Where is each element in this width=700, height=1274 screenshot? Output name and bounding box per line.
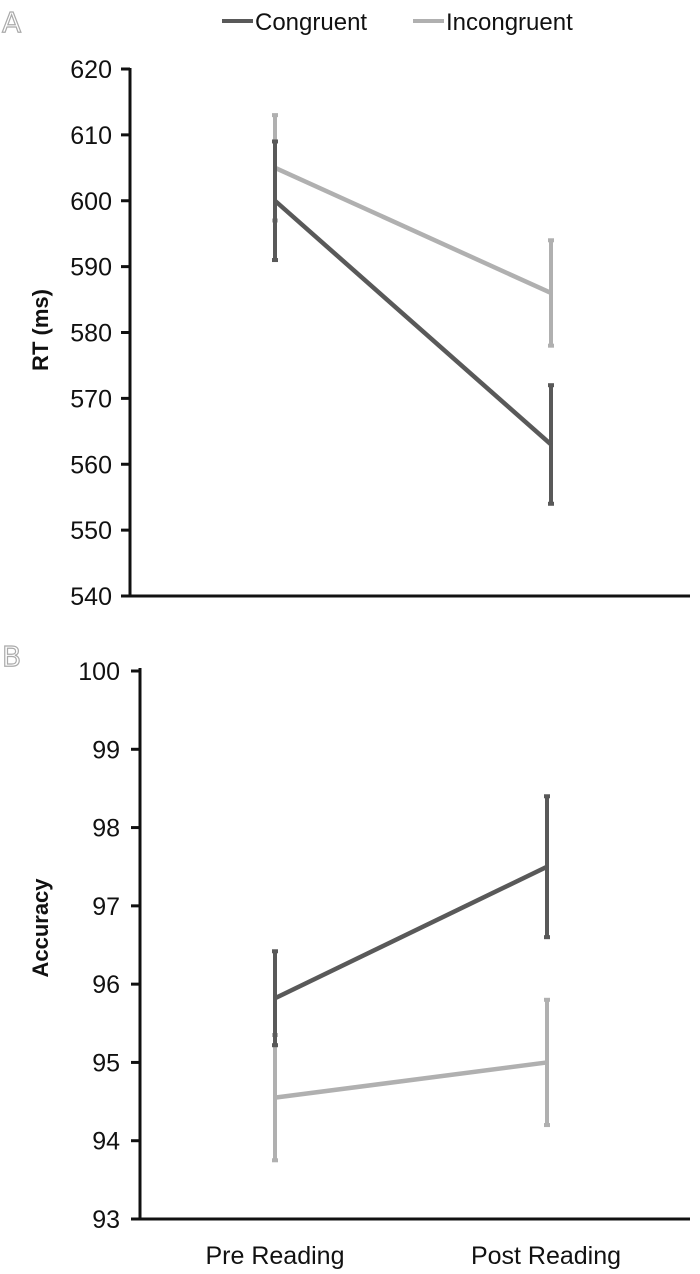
series-congruent <box>272 794 550 1048</box>
y-axis-title-rt: RT (ms) <box>28 289 53 371</box>
y-tick-labels: 93 94 95 96 97 98 99 100 <box>78 658 140 1234</box>
y-tick-label: 590 <box>70 254 112 282</box>
series-line-congruent <box>273 199 553 447</box>
y-tick-label: 97 <box>92 893 120 921</box>
series-incongruent <box>272 997 550 1163</box>
plot-area <box>272 113 554 506</box>
legend-label-incongruent: Incongruent <box>446 9 573 36</box>
panel-letter-b: B <box>2 640 21 673</box>
y-tick-label: 550 <box>70 517 112 545</box>
y-tick-label: 580 <box>70 320 112 348</box>
y-tick-label: 560 <box>70 451 112 479</box>
panel-a-rt-chart: RT (ms) 540 550 560 570 580 590 600 610 620 <box>28 56 690 611</box>
panel-b-accuracy-chart: Accuracy 93 94 95 96 97 98 99 100 <box>28 658 690 1234</box>
series-line-incongruent <box>274 165 552 296</box>
y-tick-label: 570 <box>70 385 112 413</box>
y-tick-label: 98 <box>92 815 120 843</box>
series-incongruent <box>272 113 554 348</box>
y-tick-label: 610 <box>70 122 112 150</box>
y-tick-labels: 540 550 560 570 580 590 600 610 620 <box>70 56 130 611</box>
x-tick-label-post-reading: Post Reading <box>471 1242 621 1270</box>
series-congruent <box>272 139 554 506</box>
y-tick-label: 96 <box>92 971 120 999</box>
series-line-congruent <box>274 864 548 1001</box>
y-tick-label: 540 <box>70 583 112 611</box>
legend: Congruent Incongruent <box>222 9 573 36</box>
y-tick-label: 93 <box>92 1206 120 1234</box>
y-tick-label: 600 <box>70 188 112 216</box>
plot-area <box>272 794 550 1163</box>
y-tick-label: 620 <box>70 56 112 84</box>
y-tick-label: 99 <box>92 736 120 764</box>
y-axis-title-accuracy: Accuracy <box>28 878 53 978</box>
panel-letter-a: A <box>2 6 21 39</box>
legend-label-congruent: Congruent <box>255 9 367 36</box>
y-tick-label: 95 <box>92 1049 120 1077</box>
x-tick-label-pre-reading: Pre Reading <box>206 1242 345 1270</box>
y-tick-label: 94 <box>92 1128 120 1156</box>
series-line-incongruent <box>274 1060 548 1100</box>
y-tick-label: 100 <box>78 658 120 686</box>
